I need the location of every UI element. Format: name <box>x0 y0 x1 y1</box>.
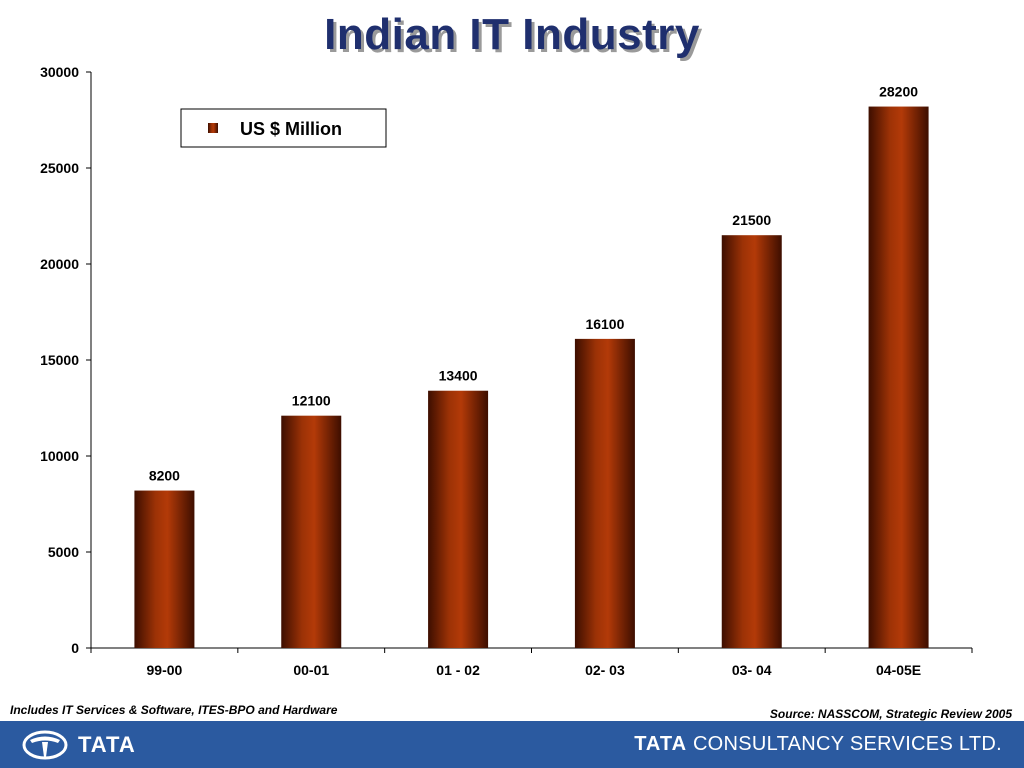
tata-logo-text: TATA <box>78 732 136 757</box>
y-tick-label: 0 <box>71 640 79 656</box>
x-tick-label: 03- 04 <box>732 662 772 678</box>
legend-swatch <box>208 123 218 133</box>
y-tick-label: 30000 <box>40 64 79 80</box>
bar <box>134 490 195 648</box>
source-note: Source: NASSCOM, Strategic Review 2005 <box>769 707 1012 721</box>
y-tick-label: 5000 <box>48 544 79 560</box>
data-label: 16100 <box>585 316 624 332</box>
footer-bar: TATA TATA CONSULTANCY SERVICES LTD. <box>0 721 1024 768</box>
data-label: 21500 <box>732 212 771 228</box>
bar <box>721 235 782 648</box>
data-label: 28200 <box>879 84 918 100</box>
x-tick-label: 02- 03 <box>585 662 625 678</box>
legend-label: US $ Million <box>240 119 342 139</box>
bar <box>574 338 635 648</box>
bar <box>428 390 489 648</box>
footnote: Includes IT Services & Software, ITES-BP… <box>10 703 338 717</box>
tcs-brand: TATA <box>634 733 688 755</box>
chart-axes: 0 5000 10000 15000 20000 25000 30000 <box>40 64 973 656</box>
page-title: Indian IT Industry <box>324 10 700 59</box>
bar <box>868 106 929 648</box>
tcs-brand-rest: CONSULTANCY SERVICES LTD. <box>692 733 1002 755</box>
tcs-logo-text: TATA CONSULTANCY SERVICES LTD. <box>634 733 1002 756</box>
data-label: 12100 <box>292 393 331 409</box>
data-label: 13400 <box>439 368 478 384</box>
x-tick-label: 99-00 <box>147 662 183 678</box>
bar <box>281 415 342 648</box>
x-tick-label: 04-05E <box>876 662 921 678</box>
y-tick-label: 25000 <box>40 160 79 176</box>
y-tick-label: 20000 <box>40 256 79 272</box>
bar-chart: 0 5000 10000 15000 20000 25000 30000 8200 99-00… <box>40 64 973 678</box>
chart-legend: US $ Million <box>180 108 387 148</box>
y-tick-label: 10000 <box>40 448 79 464</box>
chart-bars <box>134 106 929 648</box>
tata-emblem-icon <box>22 730 68 760</box>
x-tick-label: 00-01 <box>293 662 329 678</box>
data-label: 8200 <box>149 468 180 484</box>
y-tick-label: 15000 <box>40 352 79 368</box>
x-tick-label: 01 - 02 <box>436 662 480 678</box>
chart-labels: 8200 99-00 12100 00-01 13400 01 - 02 16100 02- … <box>147 84 922 678</box>
